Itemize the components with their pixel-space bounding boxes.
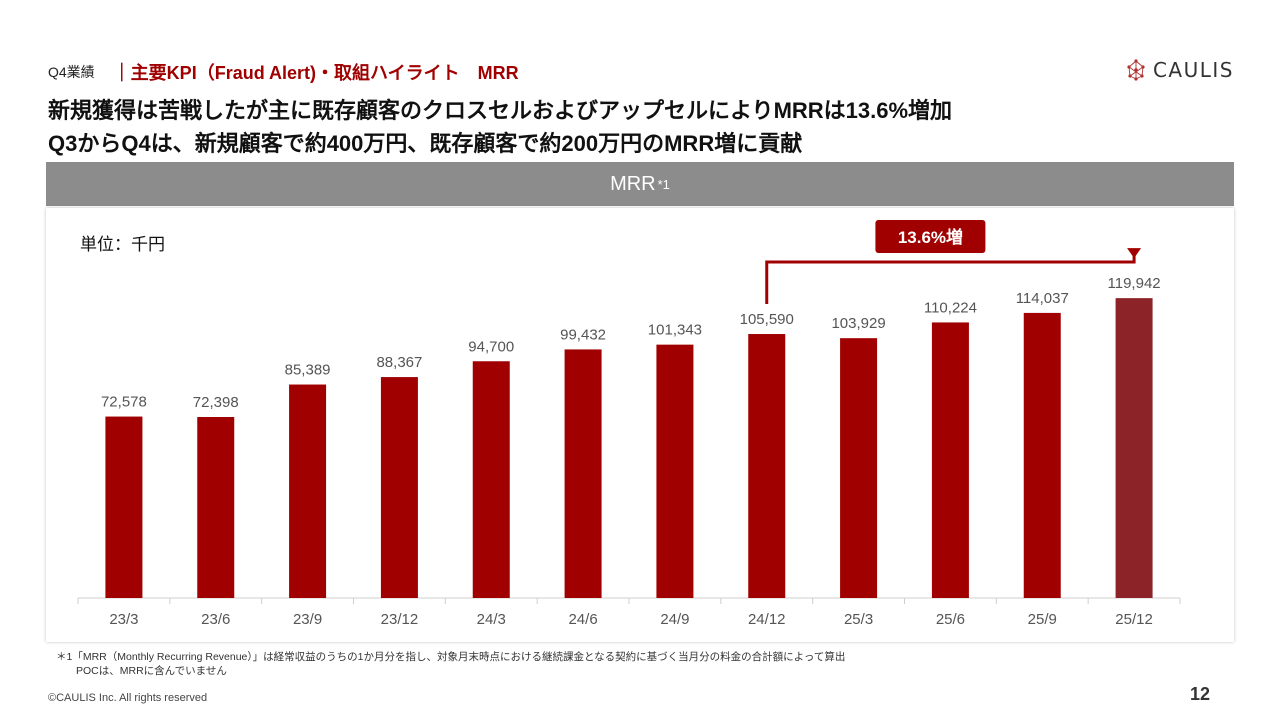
bar-23/9 (289, 384, 327, 598)
headline-line-1: 新規獲得は苦戦したが主に既存顧客のクロスセルおよびアップセルによりMRRは13.… (48, 98, 953, 123)
banner-note-mark: *1 (657, 176, 670, 192)
tick-label-23/6: 23/6 (201, 611, 230, 628)
value-label-25/12: 119,942 (1108, 275, 1161, 292)
bar-24/12 (748, 334, 786, 598)
value-label-24/3: 94,700 (468, 338, 514, 355)
bar-23/6 (197, 417, 235, 598)
footnote: ＊1「MRR（Monthly Recurring Revenue）」は経常収益の… (56, 650, 845, 678)
page-number: 12 (1189, 684, 1210, 704)
value-label-23/9: 85,389 (285, 362, 331, 379)
unit-label: 単位：千円 (80, 235, 165, 254)
value-label-24/12: 105,590 (740, 311, 794, 328)
tick-label-25/9: 25/9 (1028, 611, 1057, 628)
tick-label-24/6: 24/6 (568, 611, 597, 628)
header: Q4業績 ｜主要KPI（Fraud Alert)・取組ハイライト MRR (48, 58, 519, 86)
value-label-23/3: 72,578 (101, 394, 147, 411)
bar-24/3 (472, 361, 510, 598)
bar-25/12 (1115, 298, 1153, 598)
annotation-badge (875, 220, 986, 253)
bar-24/9 (656, 344, 694, 598)
value-label-25/6: 110,224 (924, 299, 977, 316)
tick-label-25/12: 25/12 (1115, 611, 1153, 628)
network-dots-icon (1127, 59, 1145, 81)
tick-label-23/9: 23/9 (293, 611, 322, 628)
value-label-25/3: 103,929 (831, 315, 885, 332)
bar-25/3 (840, 338, 878, 598)
tick-label-23/3: 23/3 (109, 611, 138, 628)
bar-23/12 (380, 377, 418, 598)
headline-line-2: Q3からQ4は、新規顧客で約400万円、既存顧客で約200万円のMRR増に貢献 (48, 131, 803, 156)
value-label-24/6: 99,432 (560, 326, 606, 343)
bar-25/9 (1023, 312, 1061, 598)
tick-label-24/3: 24/3 (477, 611, 506, 628)
bar-23/3 (105, 416, 143, 598)
tick-label-25/6: 25/6 (936, 611, 965, 628)
copyright: ©CAULIS Inc. All rights reserved (48, 692, 208, 704)
logo-text: CAULIS (1152, 58, 1234, 82)
value-label-23/6: 72,398 (193, 394, 239, 411)
section-label: Q4業績 (48, 64, 95, 80)
tick-label-23/12: 23/12 (381, 611, 419, 628)
tick-label-25/3: 25/3 (844, 611, 873, 628)
annotation-text: 13.6%増 (898, 227, 963, 247)
annotation-arrow-line (765, 250, 1136, 305)
chart-panel: 単位：千円 72,578 23/3 72,398 23/6 85,389 23/9 88,3… (46, 208, 1234, 642)
annotation-arrow-head (1127, 248, 1142, 259)
bar-25/6 (931, 322, 969, 598)
tick-label-24/9: 24/9 (660, 611, 689, 628)
value-label-23/12: 88,367 (376, 354, 422, 371)
company-logo: CAULIS (1125, 58, 1234, 82)
footnote-line-1: ＊1「MRR（Monthly Recurring Revenue）」は経常収益の… (56, 651, 846, 663)
mrr-bar-chart: 72,578 23/3 72,398 23/6 85,389 23/9 88,367 23/1… (77, 220, 1181, 628)
value-label-24/9: 101,343 (648, 322, 702, 339)
topic-title: ｜主要KPI（Fraud Alert)・取組ハイライト MRR (112, 63, 519, 83)
bar-24/6 (564, 349, 602, 598)
banner-title: MRR (610, 172, 656, 195)
tick-label-24/12: 24/12 (748, 611, 786, 628)
chart-banner: MRR *1 (46, 162, 1234, 206)
value-label-25/9: 114,037 (1016, 290, 1069, 307)
footnote-line-2: POCは、MRRに含んでいません (76, 665, 227, 677)
